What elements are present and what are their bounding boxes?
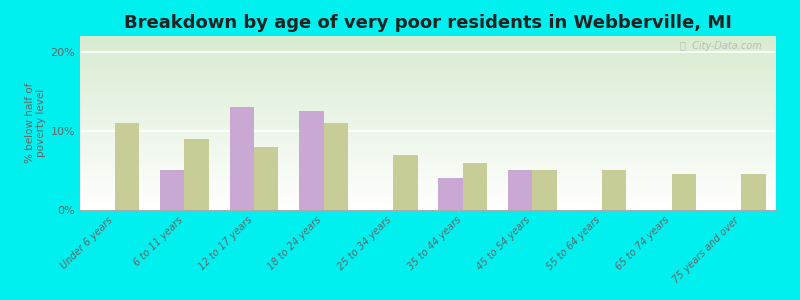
Bar	[323, 123, 348, 210]
Bar	[230, 107, 254, 210]
Bar	[672, 174, 696, 210]
Bar	[185, 139, 209, 210]
Bar	[299, 111, 324, 210]
Bar	[438, 178, 462, 210]
Bar	[533, 170, 557, 210]
Bar	[742, 174, 766, 210]
Bar	[160, 170, 185, 210]
Bar	[394, 154, 418, 210]
Text: ⓘ  City-Data.com: ⓘ City-Data.com	[680, 41, 762, 51]
Bar	[254, 147, 278, 210]
Bar	[602, 170, 626, 210]
Bar	[508, 170, 533, 210]
Y-axis label: % below half of
poverty level: % below half of poverty level	[25, 83, 46, 163]
Bar	[463, 163, 487, 210]
Bar	[115, 123, 139, 210]
Title: Breakdown by age of very poor residents in Webberville, MI: Breakdown by age of very poor residents …	[124, 14, 732, 32]
